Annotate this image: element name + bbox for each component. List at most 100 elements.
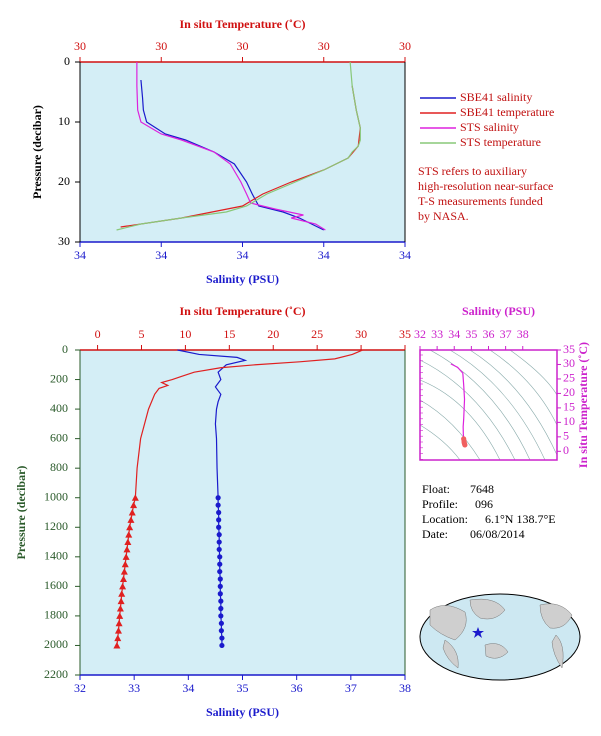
- y-tick-label: 25: [563, 371, 575, 385]
- x-tick-label: 34: [318, 248, 330, 262]
- isopycnal: [489, 349, 558, 426]
- y-tick-label: 400: [50, 401, 68, 415]
- y-axis-label: Pressure (decibar): [14, 466, 28, 560]
- x-tick-label: 38: [399, 681, 411, 695]
- marker: [125, 531, 133, 538]
- y-tick-label: 2200: [44, 667, 68, 681]
- y-tick-label: 1000: [44, 489, 68, 503]
- x-tick-label: 35: [237, 681, 249, 695]
- x2-tick-label: 5: [138, 327, 144, 341]
- x2-tick-label: 30: [155, 39, 167, 53]
- x2-tick-label: 30: [355, 327, 367, 341]
- legend-label: STS salinity: [460, 120, 519, 134]
- legend-label: SBE41 temperature: [460, 105, 554, 119]
- marker: [216, 509, 222, 516]
- info-value: 06/08/2014: [470, 527, 525, 541]
- x2-tick-label: 15: [223, 327, 235, 341]
- marker: [217, 554, 223, 560]
- x-tick-label: 34: [155, 248, 167, 262]
- y-tick-label: 30: [58, 234, 70, 248]
- marker: [126, 523, 134, 531]
- y-tick-label: 1800: [44, 608, 68, 622]
- note: by NASA.: [418, 209, 469, 223]
- x-tick-label: 34: [182, 681, 194, 695]
- y-tick-label: 200: [50, 371, 68, 385]
- marker: [123, 545, 131, 553]
- x-tick-label: 38: [517, 327, 529, 341]
- x-tick-label: 36: [291, 681, 303, 695]
- marker: [216, 546, 222, 553]
- y-tick-label: 600: [50, 430, 68, 444]
- x2-tick-label: 35: [399, 327, 411, 341]
- x-tick-label: 37: [345, 681, 357, 695]
- marker: [217, 576, 223, 582]
- y-tick-label: 10: [563, 414, 575, 428]
- marker: [120, 568, 128, 575]
- info-value: 096: [475, 497, 493, 511]
- x-axis-label: Salinity (PSU): [462, 304, 535, 318]
- marker: [215, 502, 221, 508]
- marker: [127, 516, 135, 523]
- marker: [117, 597, 125, 605]
- marker: [218, 613, 224, 619]
- profile-line: [177, 349, 248, 498]
- marker: [119, 575, 127, 582]
- x2-tick-label: 30: [399, 39, 411, 53]
- y-axis-label: In situ Temperature (˚C): [576, 342, 590, 468]
- marker: [128, 509, 136, 516]
- isopycnal: [469, 349, 558, 456]
- y-tick-label: 20: [563, 385, 575, 399]
- marker: [217, 568, 223, 575]
- marker: [124, 538, 132, 546]
- x-tick-label: 34: [448, 327, 460, 341]
- y-tick-label: 5: [563, 429, 569, 443]
- y-axis-label: Pressure (decibar): [30, 105, 44, 199]
- x2-axis-label: In situ Temperature (˚C): [179, 304, 305, 318]
- x-tick-label: 34: [74, 248, 86, 262]
- x2-tick-label: 25: [311, 327, 323, 341]
- x2-tick-label: 10: [179, 327, 191, 341]
- y-tick-label: 30: [563, 356, 575, 370]
- x-tick-label: 35: [465, 327, 477, 341]
- marker: [116, 605, 124, 612]
- marker: [217, 591, 223, 597]
- y-tick-label: 800: [50, 460, 68, 474]
- marker: [216, 524, 222, 530]
- marker: [218, 605, 224, 612]
- profile-line: [140, 79, 325, 231]
- y-tick-label: 0: [62, 342, 68, 356]
- info-label: Float:: [422, 482, 450, 496]
- marker: [218, 598, 224, 604]
- x-tick-label: 32: [414, 327, 426, 341]
- x-axis-label: Salinity (PSU): [206, 272, 279, 286]
- info-label: Date:: [422, 527, 448, 541]
- isopycnal: [419, 399, 481, 461]
- marker: [115, 619, 123, 627]
- x-tick-label: 32: [74, 681, 86, 695]
- y-tick-label: 0: [64, 54, 70, 68]
- world-map: [419, 593, 581, 681]
- x-tick-label: 34: [399, 248, 411, 262]
- isopycnal: [419, 379, 501, 461]
- plot-area: [80, 350, 405, 675]
- info-value: 7648: [470, 482, 494, 496]
- ts-isopycnals: [419, 349, 558, 461]
- x2-tick-label: 30: [318, 39, 330, 53]
- y-tick-label: 35: [563, 342, 575, 356]
- marker: [114, 627, 122, 634]
- info-label: Profile:: [422, 497, 458, 511]
- y-tick-label: 15: [563, 400, 575, 414]
- marker: [219, 642, 225, 649]
- marker: [216, 517, 222, 523]
- x-tick-label: 37: [500, 327, 512, 341]
- profile-line: [134, 349, 364, 498]
- y-tick-label: 20: [58, 174, 70, 188]
- y-tick-label: 1600: [44, 578, 68, 592]
- marker: [116, 612, 124, 619]
- x2-tick-label: 0: [95, 327, 101, 341]
- y-tick-label: 2000: [44, 637, 68, 651]
- legend-label: SBE41 salinity: [460, 90, 532, 104]
- isopycnal: [429, 349, 531, 461]
- marker: [113, 641, 121, 649]
- isopycnal: [419, 424, 461, 461]
